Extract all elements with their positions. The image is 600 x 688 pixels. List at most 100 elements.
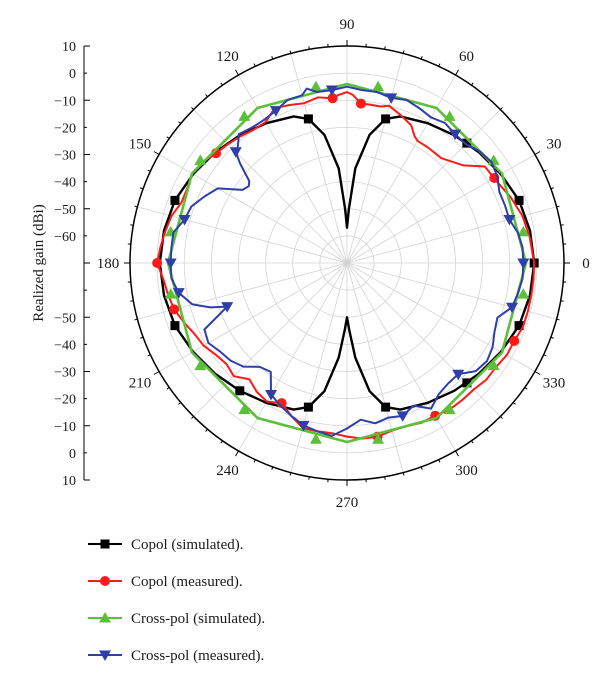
angle-tick-mark	[191, 416, 194, 419]
angle-tick-mark	[253, 459, 256, 463]
series-3-marker	[372, 433, 385, 444]
series-1-marker	[462, 138, 472, 148]
angle-tick-mark	[500, 107, 503, 110]
angle-tick-mark	[153, 371, 160, 375]
series-1-marker	[514, 321, 524, 331]
series-4-marker	[506, 302, 519, 314]
angle-label: 240	[216, 463, 239, 479]
r-tick-label: −20	[54, 121, 76, 136]
angle-tick-mark	[420, 466, 423, 470]
angle-label: 300	[455, 463, 478, 479]
series-3-marker	[238, 110, 251, 121]
series-3-marker	[164, 288, 177, 299]
angle-tick-mark	[178, 121, 182, 124]
angle-label: 120	[216, 49, 239, 65]
angle-tick-mark	[271, 466, 274, 470]
angle-tick-mark	[289, 50, 292, 54]
angle-label: 180	[97, 256, 120, 272]
r-tick-label: −10	[54, 94, 76, 109]
series-3-marker	[238, 403, 251, 415]
series-4-marker	[449, 129, 462, 141]
angle-label: 0	[582, 256, 590, 272]
grid-spoke	[346, 262, 536, 372]
angle-tick-mark	[512, 402, 516, 405]
angle-tick-mark	[153, 151, 160, 155]
grid-spoke	[158, 154, 348, 264]
angle-label: 330	[543, 376, 566, 392]
angle-tick-mark	[384, 476, 386, 480]
angle-tick-mark	[235, 69, 239, 76]
grid-spoke	[346, 109, 501, 264]
angle-tick-mark	[471, 82, 474, 86]
r-tick-label: −40	[54, 338, 76, 353]
series-1-marker	[381, 114, 391, 124]
series-3-marker	[194, 359, 207, 371]
series-3-marker	[517, 225, 530, 237]
angle-tick-mark	[438, 459, 441, 463]
legend: Copol (simulated). Copol (measured). Cross…	[88, 537, 265, 664]
grid-spoke	[193, 262, 348, 417]
angle-tick-mark	[543, 169, 547, 172]
series-layer	[152, 80, 539, 444]
angle-tick-mark	[205, 94, 208, 98]
legend-marker-1	[100, 539, 110, 549]
angle-tick-mark	[524, 136, 528, 139]
angle-label: 90	[340, 17, 355, 33]
r-tick-label: −50	[54, 203, 76, 218]
angle-tick-mark	[420, 56, 423, 60]
series-3-marker	[309, 433, 322, 444]
series-1-marker	[381, 402, 391, 412]
angle-tick-mark	[402, 50, 405, 54]
grid-spoke	[346, 53, 404, 264]
angle-tick-mark	[512, 121, 516, 124]
polar-grid	[124, 40, 570, 486]
r-tick-label: −20	[54, 393, 76, 408]
angle-tick-mark	[191, 107, 194, 110]
angle-tick-mark	[550, 187, 554, 190]
grid-spoke	[238, 262, 348, 452]
grid-spoke	[193, 109, 348, 264]
legend-marker-2	[100, 576, 110, 586]
grid-spoke	[290, 262, 348, 473]
series-4-marker	[297, 420, 310, 432]
angle-tick-mark	[140, 187, 144, 190]
angle-tick-mark	[308, 476, 310, 480]
angle-tick-mark	[556, 205, 560, 208]
series-4-marker	[265, 390, 278, 401]
series-2-marker	[355, 98, 366, 109]
series-2-marker	[276, 398, 287, 409]
grid-spoke	[346, 262, 501, 417]
angle-label: 210	[129, 376, 152, 392]
series-4-marker	[172, 288, 185, 299]
grid-spoke	[346, 262, 456, 452]
angle-tick-mark	[455, 450, 459, 457]
series-3-marker	[194, 154, 207, 165]
r-tick-label: 10	[62, 474, 76, 489]
angle-tick-mark	[271, 56, 274, 60]
angle-tick-mark	[253, 63, 256, 67]
r-tick-label: 0	[69, 67, 76, 82]
angle-tick-mark	[166, 387, 170, 390]
grid-spoke	[346, 262, 557, 320]
legend-label-3: Cross-pol (simulated).	[131, 611, 265, 627]
angle-tick-mark	[235, 450, 239, 457]
angle-tick-mark	[556, 318, 560, 321]
angle-tick-mark	[550, 336, 554, 339]
angle-tick-mark	[560, 300, 564, 302]
grid-spoke	[346, 262, 404, 473]
series-1-marker	[170, 195, 180, 205]
r-tick-label: 0	[69, 447, 76, 462]
series-2-marker	[509, 335, 520, 346]
angle-tick-mark	[534, 151, 541, 155]
radial-axis: 10 0 −10 −20 −30 −40 −50 −60 −50 −40 −30 −20 −10 0 10	[54, 40, 90, 489]
angle-tick-mark	[471, 440, 474, 444]
grid-spoke	[238, 74, 348, 264]
series-3-marker	[372, 80, 385, 92]
series-1-marker	[462, 378, 472, 388]
series-2-marker	[327, 93, 338, 104]
series-3-marker	[487, 359, 500, 371]
r-tick-label: −30	[54, 366, 76, 381]
angle-label: 270	[336, 495, 359, 511]
series-4-marker	[517, 258, 530, 269]
